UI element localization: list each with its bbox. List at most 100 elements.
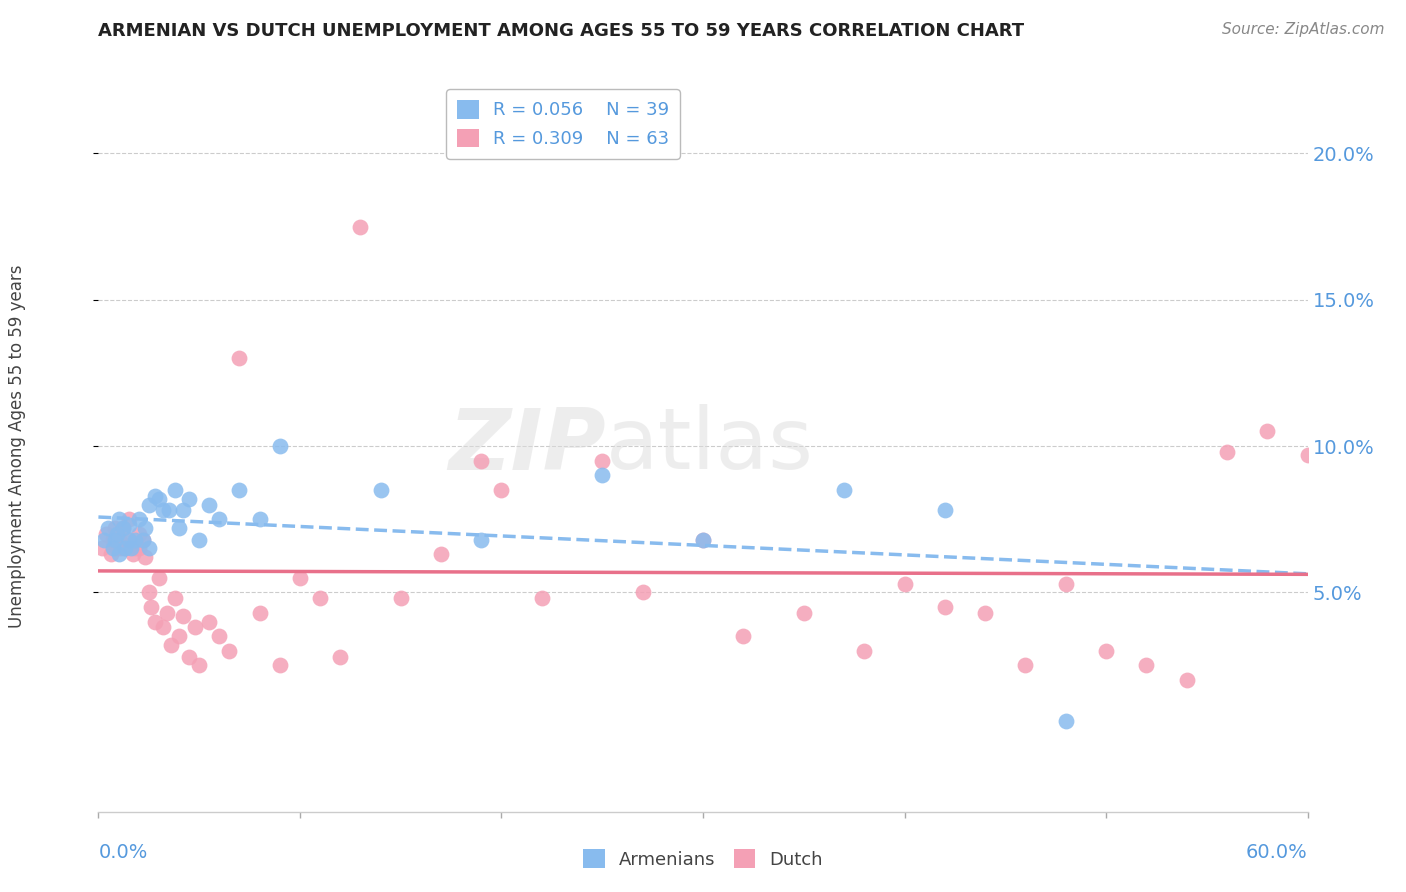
Point <box>114 541 136 556</box>
Point <box>692 533 714 547</box>
Point <box>152 620 174 634</box>
Point <box>138 498 160 512</box>
Point <box>591 468 613 483</box>
Point <box>1135 658 1157 673</box>
Point <box>208 629 231 643</box>
Point <box>128 541 150 556</box>
Point <box>148 571 170 585</box>
Point <box>143 489 166 503</box>
Point <box>103 521 125 535</box>
Point <box>134 521 156 535</box>
Point <box>100 547 122 561</box>
Point <box>1216 445 1239 459</box>
Point <box>184 620 207 634</box>
Point <box>198 498 221 512</box>
Point <box>157 503 180 517</box>
Text: 60.0%: 60.0% <box>1246 843 1308 862</box>
Point <box>188 658 211 673</box>
Point <box>121 547 143 561</box>
Point <box>1296 448 1319 462</box>
Point <box>249 512 271 526</box>
Point <box>105 526 128 541</box>
Point <box>156 606 179 620</box>
Text: Unemployment Among Ages 55 to 59 years: Unemployment Among Ages 55 to 59 years <box>8 264 25 628</box>
Point <box>138 585 160 599</box>
Point <box>208 512 231 526</box>
Text: 0.0%: 0.0% <box>98 843 148 862</box>
Point <box>470 533 492 547</box>
Point <box>93 533 115 547</box>
Point <box>132 533 155 547</box>
Point <box>329 649 352 664</box>
Point <box>591 453 613 467</box>
Point <box>1256 425 1278 439</box>
Point <box>134 550 156 565</box>
Point <box>172 608 194 623</box>
Point <box>111 521 134 535</box>
Legend: Armenians, Dutch: Armenians, Dutch <box>575 842 831 876</box>
Point <box>132 533 155 547</box>
Text: Source: ZipAtlas.com: Source: ZipAtlas.com <box>1222 22 1385 37</box>
Point <box>107 533 129 547</box>
Point <box>692 533 714 547</box>
Point <box>1095 644 1118 658</box>
Point <box>101 533 124 547</box>
Point <box>188 533 211 547</box>
Point <box>163 591 186 606</box>
Point <box>893 576 915 591</box>
Text: atlas: atlas <box>606 404 814 488</box>
Point <box>491 483 513 497</box>
Point <box>105 541 128 556</box>
Point <box>107 547 129 561</box>
Point <box>128 526 150 541</box>
Point <box>103 533 125 547</box>
Point <box>179 491 201 506</box>
Point <box>733 629 755 643</box>
Point <box>110 541 132 556</box>
Point <box>96 526 118 541</box>
Point <box>124 533 146 547</box>
Point <box>97 521 120 535</box>
Point <box>389 591 412 606</box>
Point <box>1175 673 1198 687</box>
Point <box>128 512 150 526</box>
Point <box>101 541 124 556</box>
Point <box>124 541 146 556</box>
Point <box>1054 576 1077 591</box>
Point <box>218 644 240 658</box>
Point <box>160 638 183 652</box>
Point <box>934 503 956 517</box>
Point <box>530 591 553 606</box>
Point <box>138 541 160 556</box>
Point <box>349 219 371 234</box>
Point <box>114 541 136 556</box>
Point <box>269 439 291 453</box>
Text: ARMENIAN VS DUTCH UNEMPLOYMENT AMONG AGES 55 TO 59 YEARS CORRELATION CHART: ARMENIAN VS DUTCH UNEMPLOYMENT AMONG AGE… <box>98 22 1025 40</box>
Point <box>198 615 221 629</box>
Point <box>118 533 141 547</box>
Text: ZIP: ZIP <box>449 404 606 488</box>
Point <box>172 503 194 517</box>
Point <box>91 541 114 556</box>
Point <box>228 351 250 366</box>
Point <box>934 599 956 614</box>
Point <box>152 503 174 517</box>
Point <box>139 599 162 614</box>
Point <box>269 658 291 673</box>
Point <box>163 483 186 497</box>
Point <box>167 629 190 643</box>
Point <box>288 571 311 585</box>
Point <box>118 512 141 526</box>
Point <box>148 491 170 506</box>
Point <box>309 591 332 606</box>
Point <box>370 483 392 497</box>
Point <box>974 606 997 620</box>
Point <box>1014 658 1036 673</box>
Point <box>107 512 129 526</box>
Point <box>470 453 492 467</box>
Point <box>853 644 876 658</box>
Point <box>832 483 855 497</box>
Point <box>143 615 166 629</box>
Point <box>631 585 654 599</box>
Point <box>793 606 815 620</box>
